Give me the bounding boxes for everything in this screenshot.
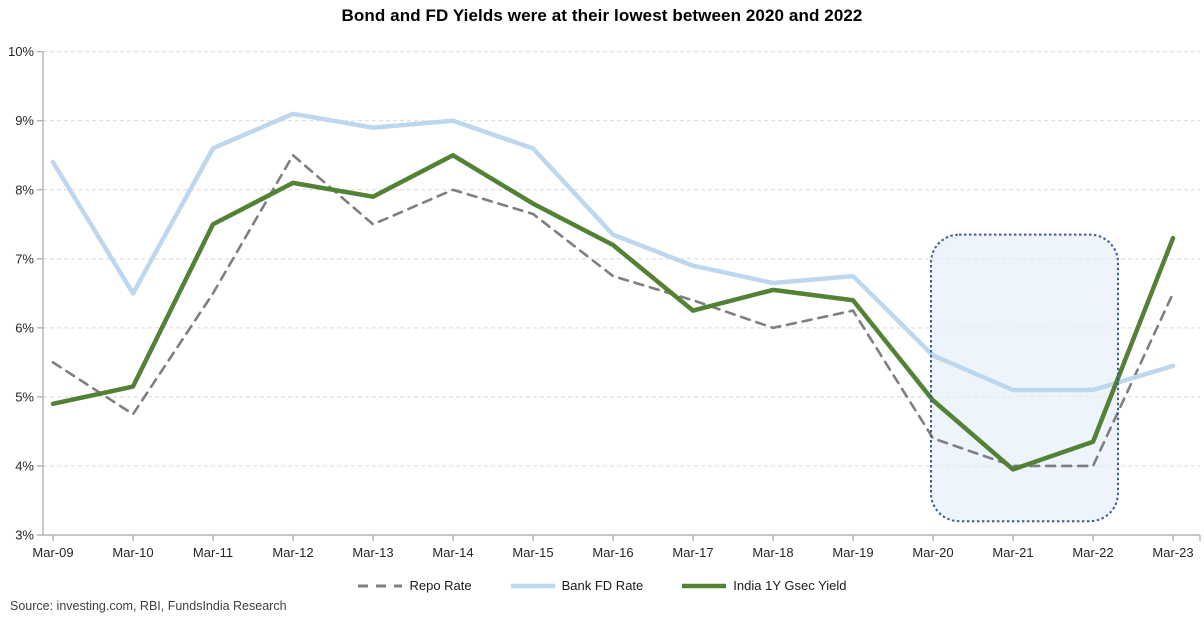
y-axis-label: 7% [15, 251, 34, 266]
legend-label-gsec-yield: India 1Y Gsec Yield [733, 578, 847, 593]
y-axis-label: 3% [15, 528, 34, 543]
x-axis-label: Mar-23 [1152, 545, 1193, 560]
legend-item-repo-rate: Repo Rate [357, 578, 472, 593]
x-axis-label: Mar-22 [1072, 545, 1113, 560]
y-axis-label: 9% [15, 113, 34, 128]
x-axis-label: Mar-16 [592, 545, 633, 560]
x-axis-label: Mar-10 [112, 545, 153, 560]
bank-fd-rate-line-swatch [510, 583, 555, 588]
x-axis-label: Mar-18 [752, 545, 793, 560]
x-axis-label: Mar-15 [512, 545, 553, 560]
source-note: Source: investing.com, RBI, FundsIndia R… [10, 599, 287, 613]
chart-legend: Repo Rate Bank FD Rate India 1Y Gsec Yie… [0, 578, 1204, 593]
x-axis-label: Mar-11 [193, 545, 233, 560]
y-axis-label: 10% [8, 44, 34, 59]
legend-label-bank-fd-rate: Bank FD Rate [561, 578, 644, 593]
series-line-repo-rate [51, 153, 1175, 468]
x-axis-label: Mar-19 [832, 545, 873, 560]
repo-rate-dashed-line-swatch [358, 584, 403, 587]
series-line-india-1y-gsec-yield [50, 153, 1176, 472]
series-line-bank-fd-rate [50, 111, 1176, 393]
x-axis-label: Mar-14 [432, 545, 473, 560]
x-axis-label: Mar-09 [32, 545, 73, 560]
gsec-yield-line-swatch [682, 583, 727, 588]
y-axis-label: 6% [15, 320, 34, 335]
y-axis-label: 8% [15, 182, 34, 197]
highlight-region-border [930, 233, 1119, 523]
y-axis-label: 5% [15, 389, 34, 404]
highlight-region-fill [931, 234, 1118, 522]
x-axis-label: Mar-20 [912, 545, 953, 560]
legend-item-gsec-yield: India 1Y Gsec Yield [681, 578, 847, 593]
x-axis-label: Mar-17 [672, 545, 713, 560]
x-axis-label: Mar-21 [992, 545, 1033, 560]
y-axis-label: 4% [15, 458, 34, 473]
chart-title: Bond and FD Yields were at their lowest … [341, 6, 863, 25]
x-axis-label: Mar-12 [272, 545, 313, 560]
legend-item-bank-fd-rate: Bank FD Rate [510, 578, 644, 593]
x-axis-label: Mar-13 [352, 545, 393, 560]
legend-label-repo-rate: Repo Rate [409, 578, 472, 593]
